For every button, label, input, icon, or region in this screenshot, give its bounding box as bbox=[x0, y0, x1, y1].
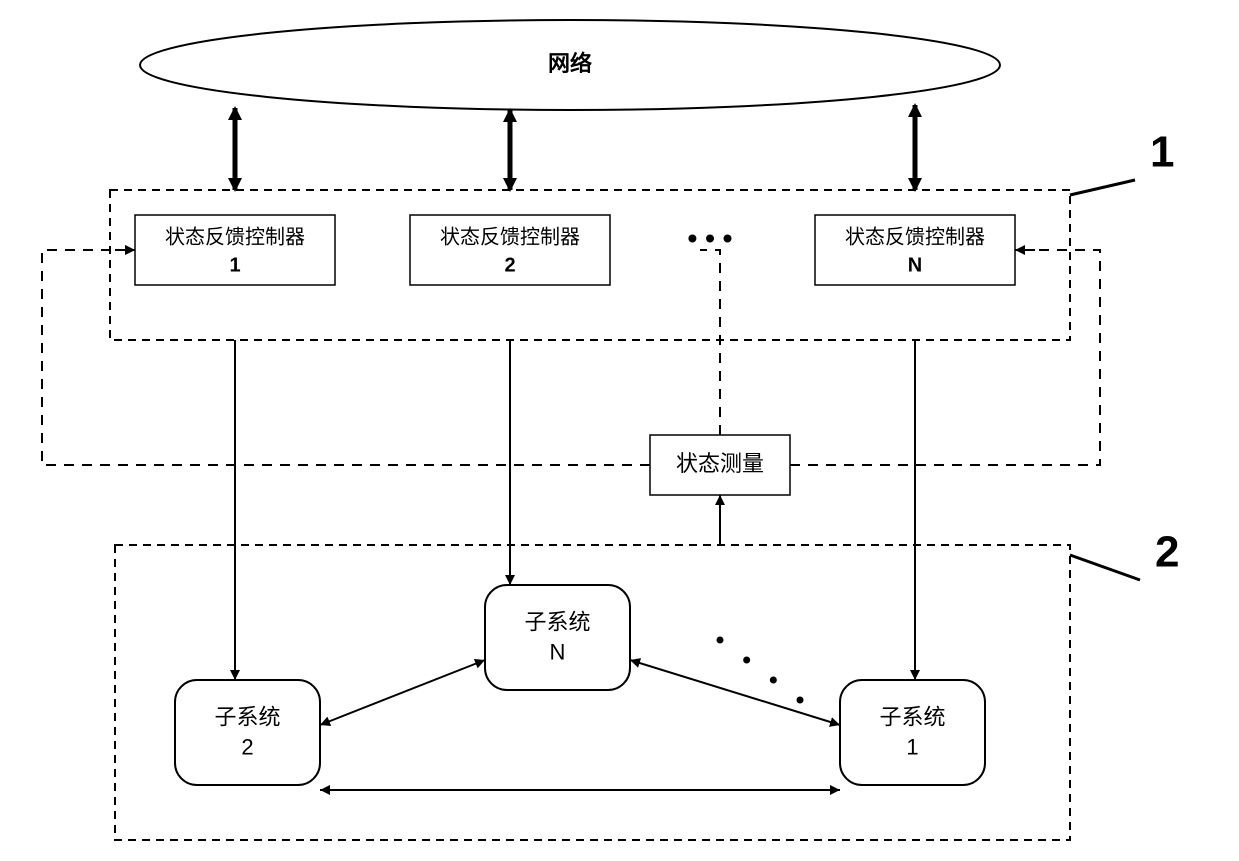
bracket-2 bbox=[1070, 555, 1140, 580]
svg-text:N: N bbox=[908, 254, 922, 276]
svg-text:• • •: • • • bbox=[688, 222, 733, 253]
svg-text:状态反馈控制器: 状态反馈控制器 bbox=[845, 225, 985, 248]
diag-ellipsis-dot bbox=[797, 697, 804, 704]
svg-text:子系统: 子系统 bbox=[524, 609, 590, 634]
measure-to-ctrl-dashed bbox=[700, 250, 720, 435]
diag-ellipsis-dot bbox=[770, 677, 777, 684]
sub-interconnect-2 bbox=[630, 660, 840, 725]
svg-text:2: 2 bbox=[241, 734, 253, 759]
svg-text:网络: 网络 bbox=[548, 51, 592, 76]
sub-2-box bbox=[175, 680, 320, 785]
svg-text:状态测量: 状态测量 bbox=[676, 451, 764, 476]
svg-text:子系统: 子系统 bbox=[879, 704, 945, 729]
sub-interconnect-1 bbox=[320, 660, 485, 725]
svg-text:2: 2 bbox=[1155, 528, 1179, 577]
diagram-canvas: 网络状态反馈控制器 1 状态反馈控制器 2 状态反馈控制器 N • • • 状态测量子系统 2 子… bbox=[0, 0, 1239, 861]
svg-text:1: 1 bbox=[906, 734, 918, 759]
bracket-1 bbox=[1070, 180, 1135, 195]
svg-text:N: N bbox=[550, 639, 566, 664]
svg-text:1: 1 bbox=[229, 254, 240, 276]
svg-text:2: 2 bbox=[504, 254, 515, 276]
diag-ellipsis-dot bbox=[743, 657, 750, 664]
diag-ellipsis-dot bbox=[717, 637, 724, 644]
sub-N-box bbox=[485, 585, 630, 690]
diagram-svg: 网络状态反馈控制器 1 状态反馈控制器 2 状态反馈控制器 N • • • 状态测量子系统 2 子… bbox=[0, 0, 1239, 861]
svg-text:1: 1 bbox=[1150, 128, 1174, 177]
sub-1-box bbox=[840, 680, 985, 785]
svg-text:状态反馈控制器: 状态反馈控制器 bbox=[165, 225, 305, 248]
svg-text:子系统: 子系统 bbox=[214, 704, 280, 729]
svg-text:状态反馈控制器: 状态反馈控制器 bbox=[440, 225, 580, 248]
